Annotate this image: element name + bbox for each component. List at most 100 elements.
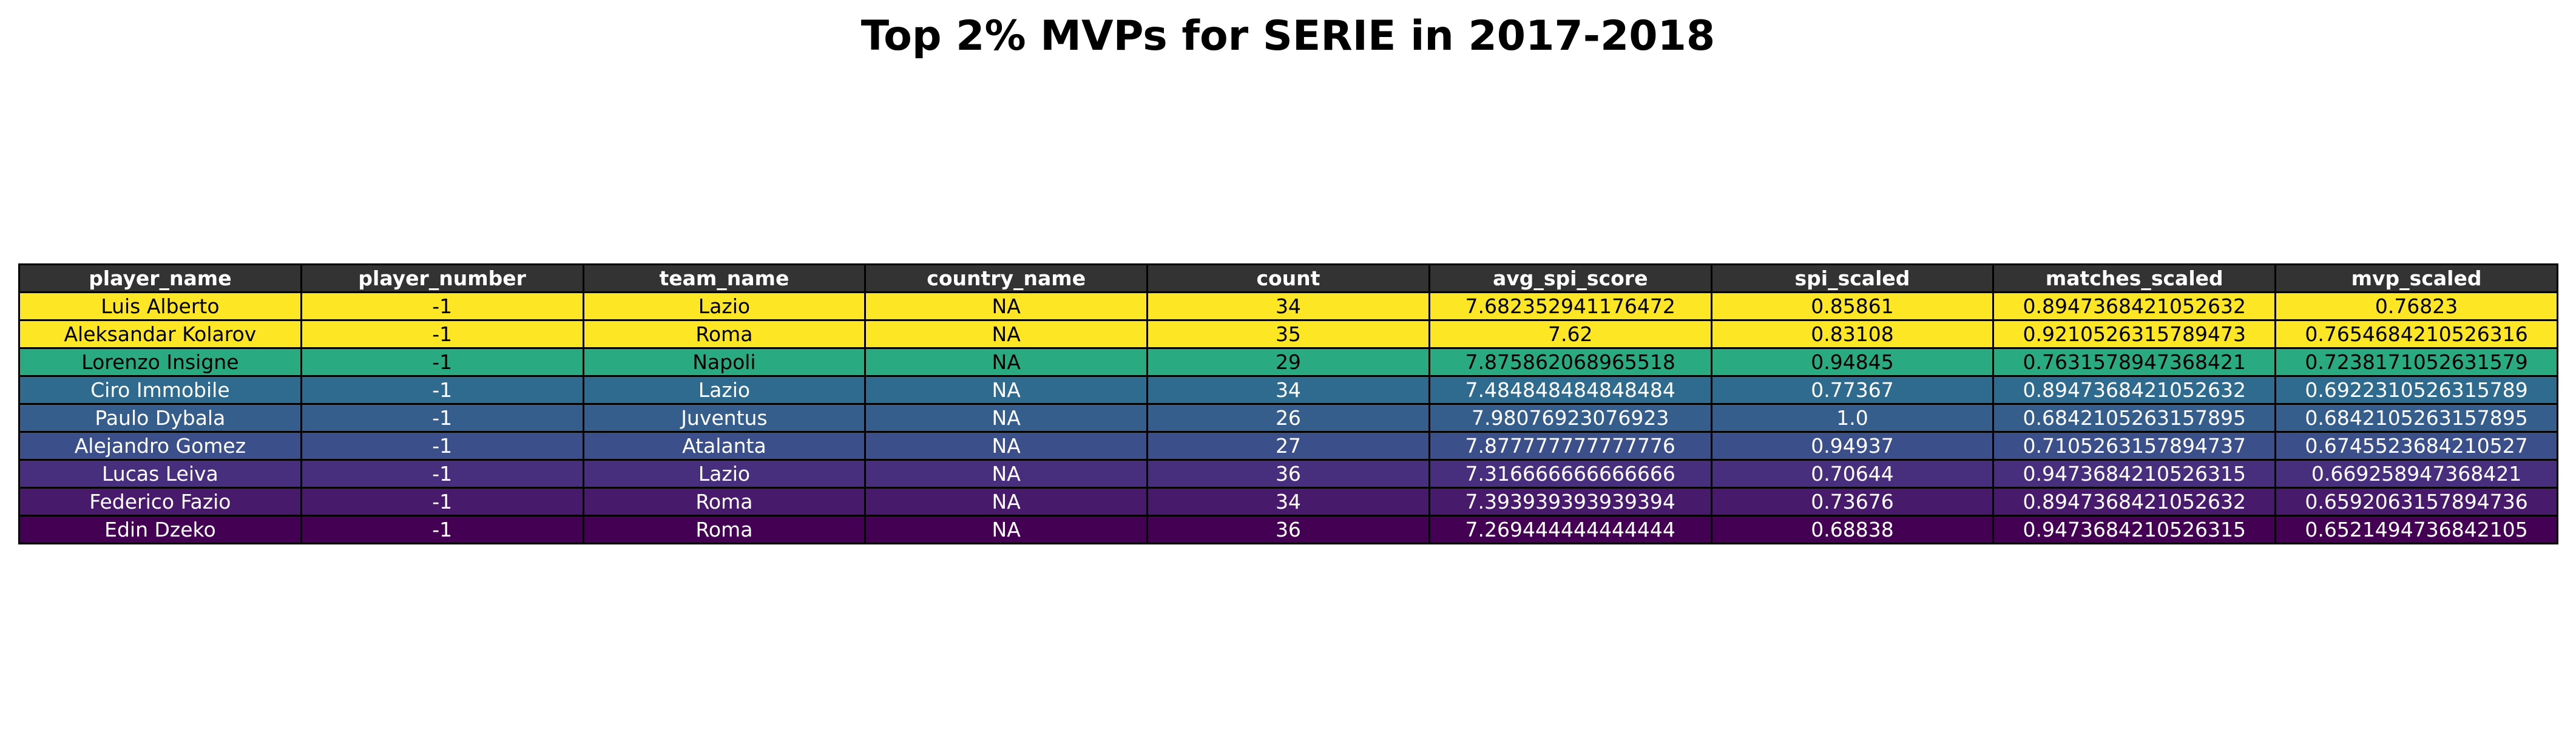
table-cell-player-number: -1 [300, 375, 584, 405]
table-cell-avg-spi-score: 7.62 [1428, 319, 1712, 349]
table-row: Lucas Leiva -1 Lazio NA 36 7.316666666666666 0… [18, 459, 2558, 489]
table-cell-count: 36 [1146, 515, 1430, 544]
table-cell-country-name: NA [864, 375, 1149, 405]
table-cell-mvp-scaled: 0.6745523684210527 [2274, 431, 2558, 461]
table-cell-avg-spi-score: 7.682352941176472 [1428, 291, 1712, 321]
table-cell-spi-scaled: 0.73676 [1710, 487, 1995, 517]
table-row: Alejandro Gomez -1 Atalanta NA 27 7.877777777… [18, 431, 2558, 461]
table-cell-player-name: Alejandro Gomez [18, 431, 302, 461]
table-cell-matches-scaled: 0.7105263157894737 [1992, 431, 2277, 461]
table-cell-avg-spi-score: 7.269444444444444 [1428, 515, 1712, 544]
column-header-country-name: country_name [864, 263, 1149, 293]
table-cell-country-name: NA [864, 291, 1149, 321]
column-header-matches-scaled: matches_scaled [1992, 263, 2277, 293]
table-cell-team-name: Napoli [582, 347, 867, 377]
table-cell-player-name: Ciro Immobile [18, 375, 302, 405]
table-cell-player-name: Federico Fazio [18, 487, 302, 517]
table-cell-team-name: Roma [582, 319, 867, 349]
chart-title: Top 2% MVPs for SERIE in 2017-2018 [860, 12, 1716, 60]
column-header-count: count [1146, 263, 1430, 293]
table-cell-matches-scaled: 0.8947368421052632 [1992, 375, 2277, 405]
table-cell-player-name: Lorenzo Insigne [18, 347, 302, 377]
table-cell-spi-scaled: 0.68838 [1710, 515, 1995, 544]
table-cell-player-name: Paulo Dybala [18, 403, 302, 433]
table-cell-spi-scaled: 0.94937 [1710, 431, 1995, 461]
table-cell-player-name: Aleksandar Kolarov [18, 319, 302, 349]
table-cell-country-name: NA [864, 347, 1149, 377]
table-cell-country-name: NA [864, 319, 1149, 349]
table-cell-mvp-scaled: 0.669258947368421 [2274, 459, 2558, 489]
table-cell-count: 29 [1146, 347, 1430, 377]
table-cell-mvp-scaled: 0.6521494736842105 [2274, 515, 2558, 544]
table-cell-count: 35 [1146, 319, 1430, 349]
table-row: Ciro Immobile -1 Lazio NA 34 7.48484848484848… [18, 375, 2558, 405]
table-cell-avg-spi-score: 7.875862068965518 [1428, 347, 1712, 377]
table-cell-player-number: -1 [300, 291, 584, 321]
table-cell-player-number: -1 [300, 403, 584, 433]
table-cell-count: 34 [1146, 375, 1430, 405]
table-body: Luis Alberto -1 Lazio NA 34 7.682352941176472… [18, 291, 2558, 544]
table-cell-spi-scaled: 0.70644 [1710, 459, 1995, 489]
column-header-mvp-scaled: mvp_scaled [2274, 263, 2558, 293]
table-row: Lorenzo Insigne -1 Napoli NA 29 7.87586206896… [18, 347, 2558, 377]
table-cell-player-number: -1 [300, 487, 584, 517]
table-cell-spi-scaled: 0.94845 [1710, 347, 1995, 377]
mvp-table-container: player_name player_number team_name country… [18, 263, 2558, 544]
table-cell-team-name: Lazio [582, 459, 867, 489]
table-cell-country-name: NA [864, 459, 1149, 489]
table-header-row: player_name player_number team_name country… [18, 263, 2558, 293]
table-cell-spi-scaled: 0.85861 [1710, 291, 1995, 321]
table-cell-player-number: -1 [300, 459, 584, 489]
table-cell-mvp-scaled: 0.6922310526315789 [2274, 375, 2558, 405]
table-cell-count: 27 [1146, 431, 1430, 461]
table-cell-team-name: Roma [582, 515, 867, 544]
table-row: Paulo Dybala -1 Juventus NA 26 7.980769230769… [18, 403, 2558, 433]
column-header-player-number: player_number [300, 263, 584, 293]
table-cell-team-name: Roma [582, 487, 867, 517]
table-cell-team-name: Juventus [582, 403, 867, 433]
table-cell-count: 34 [1146, 291, 1430, 321]
column-header-spi-scaled: spi_scaled [1710, 263, 1995, 293]
table-cell-country-name: NA [864, 515, 1149, 544]
table-cell-matches-scaled: 0.9473684210526315 [1992, 459, 2277, 489]
table-cell-avg-spi-score: 7.484848484848484 [1428, 375, 1712, 405]
table-cell-player-name: Luis Alberto [18, 291, 302, 321]
table-cell-team-name: Lazio [582, 375, 867, 405]
table-cell-mvp-scaled: 0.6592063157894736 [2274, 487, 2558, 517]
table-cell-country-name: NA [864, 431, 1149, 461]
table-cell-avg-spi-score: 7.877777777777776 [1428, 431, 1712, 461]
table-cell-team-name: Atalanta [582, 431, 867, 461]
table-cell-avg-spi-score: 7.316666666666666 [1428, 459, 1712, 489]
table-cell-spi-scaled: 0.77367 [1710, 375, 1995, 405]
table-cell-avg-spi-score: 7.393939393939394 [1428, 487, 1712, 517]
table-cell-count: 36 [1146, 459, 1430, 489]
column-header-team-name: team_name [582, 263, 867, 293]
table-row: Federico Fazio -1 Roma NA 34 7.39393939393939… [18, 487, 2558, 517]
table-cell-player-name: Edin Dzeko [18, 515, 302, 544]
table-cell-matches-scaled: 0.7631578947368421 [1992, 347, 2277, 377]
table-cell-mvp-scaled: 0.6842105263157895 [2274, 403, 2558, 433]
table-cell-mvp-scaled: 0.7654684210526316 [2274, 319, 2558, 349]
table-cell-player-number: -1 [300, 515, 584, 544]
table-cell-mvp-scaled: 0.76823 [2274, 291, 2558, 321]
table-row: Luis Alberto -1 Lazio NA 34 7.682352941176472… [18, 291, 2558, 321]
table-cell-country-name: NA [864, 487, 1149, 517]
table-cell-matches-scaled: 0.9210526315789473 [1992, 319, 2277, 349]
table-cell-count: 26 [1146, 403, 1430, 433]
table-cell-spi-scaled: 1.0 [1710, 403, 1995, 433]
table-cell-count: 34 [1146, 487, 1430, 517]
table-cell-matches-scaled: 0.6842105263157895 [1992, 403, 2277, 433]
table-cell-player-number: -1 [300, 347, 584, 377]
table-row: Edin Dzeko -1 Roma NA 36 7.269444444444444 0.6… [18, 515, 2558, 544]
table-cell-matches-scaled: 0.8947368421052632 [1992, 487, 2277, 517]
table-cell-country-name: NA [864, 403, 1149, 433]
table-cell-player-name: Lucas Leiva [18, 459, 302, 489]
table-cell-player-number: -1 [300, 431, 584, 461]
mvp-table: player_name player_number team_name country… [18, 263, 2558, 544]
column-header-player-name: player_name [18, 263, 302, 293]
table-cell-mvp-scaled: 0.7238171052631579 [2274, 347, 2558, 377]
table-cell-spi-scaled: 0.83108 [1710, 319, 1995, 349]
table-cell-player-number: -1 [300, 319, 584, 349]
table-cell-matches-scaled: 0.9473684210526315 [1992, 515, 2277, 544]
column-header-avg-spi-score: avg_spi_score [1428, 263, 1712, 293]
